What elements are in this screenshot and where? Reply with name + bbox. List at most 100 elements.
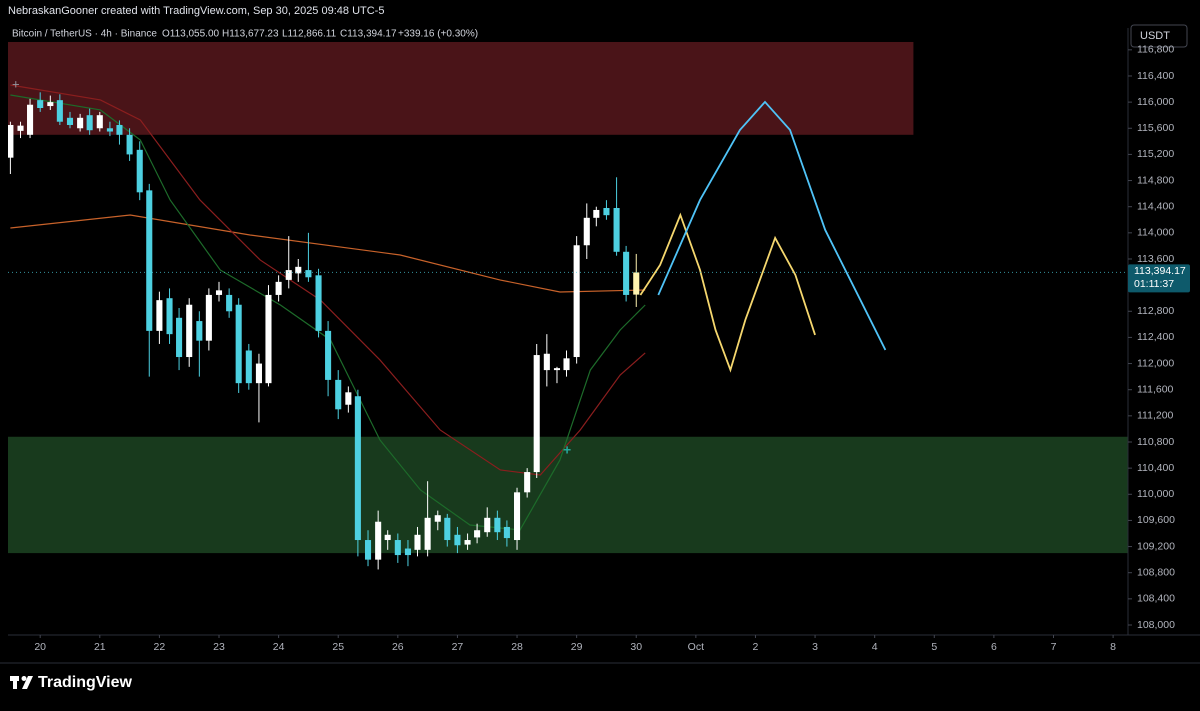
x-tick-label: 24: [273, 641, 285, 653]
x-tick-label: Oct: [688, 641, 704, 653]
y-tick-label: 109,200: [1137, 540, 1175, 552]
x-tick-label: 25: [332, 641, 344, 653]
y-tick-label: 108,800: [1137, 566, 1175, 578]
candle-body: [215, 290, 223, 295]
candle-body: [394, 540, 401, 556]
candle-body: [205, 294, 212, 341]
candle-body: [563, 358, 570, 371]
candle-body: [106, 128, 113, 132]
candle-body: [8, 124, 14, 158]
y-tick-label: 116,800: [1137, 44, 1174, 56]
y-tick-label: 110,800: [1137, 436, 1174, 448]
y-tick-label: 112,800: [1137, 305, 1174, 317]
y-tick-label: 113,600: [1137, 253, 1174, 265]
x-tick-label: 2: [753, 641, 759, 653]
candle-body: [77, 117, 84, 129]
candle-body: [513, 492, 521, 541]
y-tick-label: 111,200: [1137, 410, 1174, 422]
indicator-line: [639, 212, 816, 373]
last-price-label: 113,394.17: [1134, 265, 1186, 277]
y-tick-label: 114,000: [1137, 227, 1174, 239]
candle-body: [275, 281, 282, 295]
x-tick-label: 21: [94, 641, 106, 653]
candle-body: [27, 104, 34, 135]
candle-body: [375, 521, 382, 560]
countdown: 01:11:37: [1134, 278, 1174, 290]
candle-body: [146, 190, 153, 331]
x-tick-label: 4: [872, 641, 878, 653]
candle-body: [186, 304, 193, 358]
candle-body: [66, 117, 74, 125]
marker: +: [563, 442, 571, 458]
candle-body: [196, 321, 203, 341]
change: +339.16 (+0.30%): [398, 29, 478, 40]
candle-body: [255, 363, 262, 384]
candle-body: [474, 530, 481, 538]
x-tick-label: 30: [630, 641, 642, 653]
candle-body: [613, 208, 620, 252]
zone: [8, 41, 914, 135]
zone: [8, 436, 1128, 554]
candle-body: [434, 515, 441, 522]
ohlc-low: L112,866.11: [282, 29, 337, 40]
marker: +: [12, 76, 20, 91]
x-tick-label: 6: [991, 641, 997, 653]
symbol: Bitcoin / TetherUS · 4h · Binance: [12, 29, 157, 40]
candle-body: [176, 317, 183, 358]
candle-body: [623, 251, 630, 295]
y-tick-label: 115,200: [1137, 148, 1174, 160]
x-tick-label: 8: [1110, 641, 1116, 653]
indicator-line: [657, 100, 887, 351]
candle-body: [354, 396, 361, 541]
y-tick-label: 109,600: [1137, 514, 1175, 526]
candle-body: [444, 517, 451, 541]
candle-body: [116, 124, 123, 135]
candle-body: [464, 540, 471, 545]
candle-body: [414, 534, 421, 550]
candle-body: [325, 330, 332, 380]
candle-body: [37, 100, 44, 109]
y-tick-label: 116,400: [1137, 70, 1174, 82]
indicator-line: [10, 94, 646, 531]
x-tick-label: 26: [392, 641, 404, 653]
candle-body: [315, 275, 322, 331]
y-tick-label: 114,800: [1137, 174, 1174, 186]
x-tick-label: 28: [511, 641, 523, 653]
candle-body: [335, 379, 342, 410]
indicator-line: [10, 214, 646, 293]
y-tick-label: 110,000: [1137, 488, 1174, 500]
candle-body: [86, 115, 93, 131]
candle-body: [235, 304, 242, 384]
candle-body: [543, 353, 550, 371]
x-tick-label: 3: [812, 641, 818, 653]
last-price-box: [1128, 264, 1190, 293]
candle-body: [553, 368, 561, 371]
candle-body: [454, 534, 461, 546]
candle-body: [603, 208, 610, 216]
y-tick-label: 112,000: [1137, 357, 1174, 369]
y-tick-label: 116,000: [1137, 96, 1174, 108]
candle-body: [364, 540, 372, 560]
candle-body: [633, 272, 640, 295]
y-tick-label: 108,000: [1137, 619, 1175, 631]
logo: [10, 676, 33, 689]
candle-body: [126, 134, 133, 155]
y-tick-label: 114,400: [1137, 200, 1174, 212]
candle-body: [96, 115, 103, 129]
indicator-lines: [10, 84, 887, 531]
candle-body: [484, 517, 491, 533]
y-tick-label: 115,600: [1137, 122, 1174, 134]
brand: TradingView: [38, 674, 133, 691]
candle-body: [166, 298, 173, 335]
ohlc-high: H113,677.23: [222, 29, 279, 40]
candle-body: [494, 517, 501, 533]
y-tick-label: 108,400: [1137, 593, 1175, 605]
currency-box[interactable]: [1130, 24, 1188, 48]
currency[interactable]: USDT: [1140, 30, 1170, 42]
candle-body: [583, 217, 590, 246]
candle-body: [56, 100, 63, 122]
candle-body: [265, 294, 272, 384]
x-tick-label: 7: [1051, 641, 1057, 653]
